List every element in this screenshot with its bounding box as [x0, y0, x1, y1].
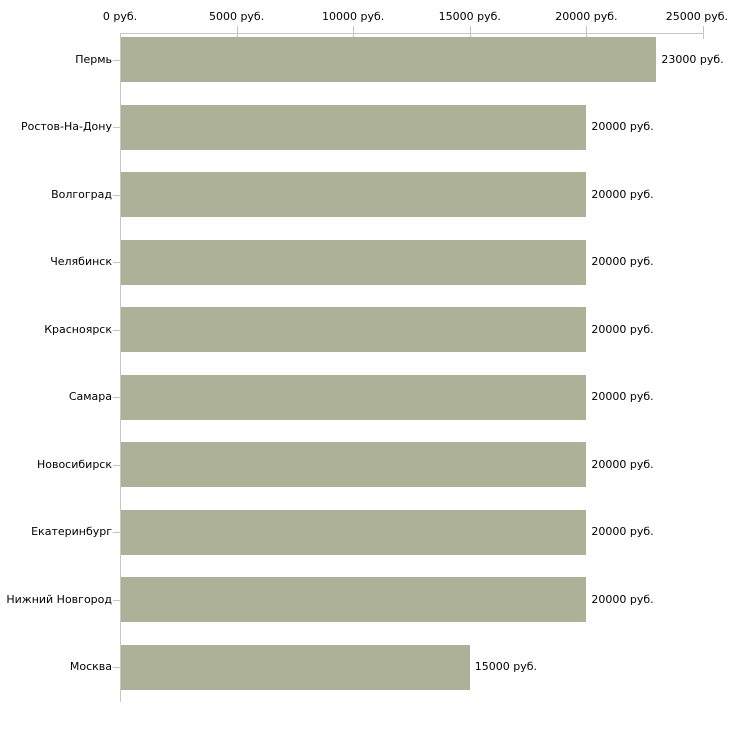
bar-category-label: Пермь	[75, 52, 112, 66]
bar-value-label: 20000 руб.	[591, 390, 654, 403]
bar-value-label: 20000 руб.	[591, 322, 654, 336]
bar	[121, 104, 587, 150]
x-tick-label: 10000 руб.	[322, 10, 385, 23]
bar-value-label: 20000 руб.	[591, 255, 654, 268]
bar	[121, 307, 587, 352]
y-tick-mark	[113, 464, 120, 466]
y-tick-mark	[113, 667, 120, 668]
bar-category-label: Москва	[69, 660, 112, 673]
bar	[121, 172, 587, 217]
x-tick-label: 20000 руб.	[555, 10, 618, 23]
x-tick-label: 5000 руб.	[208, 10, 265, 23]
bar-category-label: Волгоград	[51, 187, 112, 201]
bar	[121, 239, 587, 285]
x-tick-label: 15000 руб.	[438, 10, 501, 23]
bar-value-label: 20000 руб.	[591, 120, 654, 133]
bar-category-label: Нижний Новгород	[6, 592, 112, 606]
x-tick-mark	[236, 26, 238, 39]
x-axis-line	[120, 33, 704, 34]
bar	[121, 37, 657, 82]
bar-value-label: 20000 руб.	[591, 457, 654, 471]
bar-value-label: 20000 руб.	[591, 525, 654, 538]
y-tick-mark	[113, 329, 120, 331]
bar-value-label: 23000 руб.	[661, 52, 724, 66]
x-tick-label: 25000 руб.	[665, 10, 728, 23]
y-tick-mark	[113, 127, 120, 128]
y-tick-mark	[113, 532, 120, 533]
y-tick-mark	[113, 262, 120, 263]
bar	[121, 509, 587, 555]
y-tick-mark	[113, 599, 120, 601]
bar-category-label: Новосибирск	[36, 457, 112, 471]
bar-value-label: 15000 руб.	[474, 660, 538, 673]
x-tick-mark	[703, 26, 704, 39]
x-tick-label: 0 руб.	[102, 10, 138, 23]
y-tick-mark	[113, 194, 120, 196]
y-tick-mark	[113, 397, 120, 398]
x-tick-mark	[586, 26, 588, 39]
bar	[121, 644, 470, 690]
y-axis-line	[120, 33, 121, 702]
x-tick-mark	[353, 26, 355, 39]
bar-value-label: 20000 руб.	[591, 187, 654, 201]
bar-category-label: Екатеринбург	[31, 525, 112, 538]
bar	[121, 374, 587, 420]
bar-category-label: Красноярск	[44, 322, 112, 336]
bar	[121, 442, 587, 487]
y-tick-mark	[113, 59, 120, 61]
bar-category-label: Челябинск	[50, 255, 112, 268]
x-tick-mark	[469, 26, 471, 39]
bar-value-label: 20000 руб.	[591, 592, 654, 606]
bar-category-label: Самара	[68, 390, 112, 403]
bar	[121, 577, 587, 622]
bar-category-label: Ростов-На-Дону	[20, 120, 112, 133]
